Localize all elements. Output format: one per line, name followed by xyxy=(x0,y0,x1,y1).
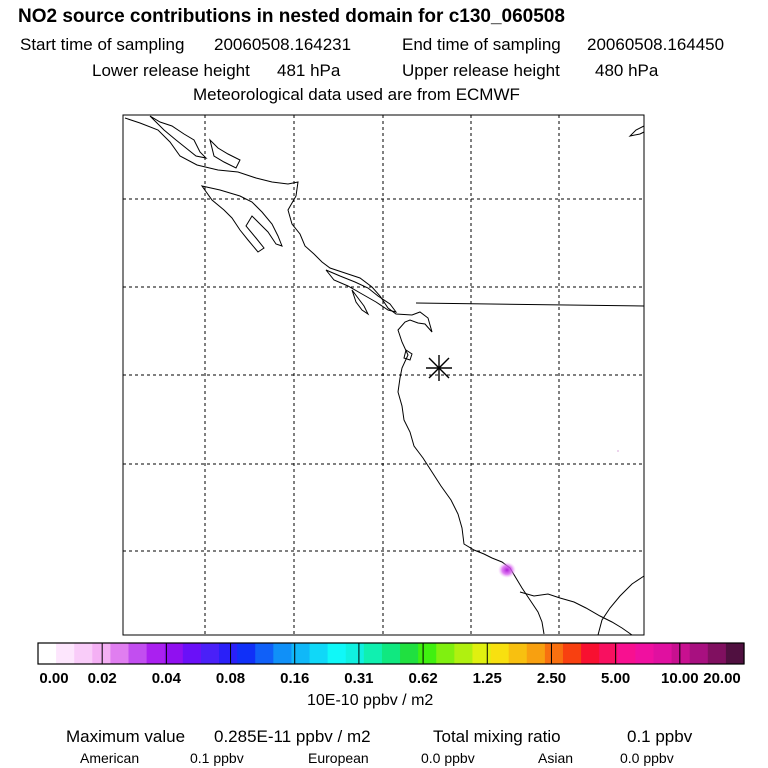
colorbar-cell xyxy=(128,643,148,664)
end-time-value: 20060508.164450 xyxy=(587,35,725,54)
colorbar-cell xyxy=(653,643,673,664)
colorbar-units: 10E-10 ppbv / m2 xyxy=(307,692,434,709)
release-point-asterisk-icon xyxy=(426,355,452,381)
colorbar-tick-label: 1.25 xyxy=(472,670,502,687)
no2-plume-spot xyxy=(498,562,516,578)
colorbar-cell xyxy=(689,643,709,664)
colorbar-cell xyxy=(707,643,727,664)
colorbar-cell xyxy=(309,643,329,664)
american-label: American xyxy=(80,750,140,766)
upper-release-label: Upper release height xyxy=(402,61,560,80)
colorbar-cell xyxy=(400,643,419,664)
colorbar-cell xyxy=(562,643,582,664)
lower-release-value: 481 hPa xyxy=(277,61,341,80)
colorbar-cell xyxy=(508,643,528,664)
start-time-value: 20060508.164231 xyxy=(214,35,352,54)
colorbar-cell xyxy=(182,643,202,664)
lat-lon-grid xyxy=(123,115,644,635)
colorbar-cell xyxy=(363,643,383,664)
max-value-label: Maximum value xyxy=(66,727,186,746)
colorbar-cell xyxy=(255,643,274,664)
colorbar-tick-label: 10.00 xyxy=(661,670,699,687)
colorbar-tick-label: 0.00 xyxy=(39,670,69,687)
european-label: European xyxy=(308,750,369,766)
colorbar-tick-label: 0.16 xyxy=(280,670,310,687)
met-data-note: Meteorological data used are from ECMWF xyxy=(193,85,520,104)
colorbar-cell xyxy=(146,643,166,664)
lower-release-label: Lower release height xyxy=(92,61,250,80)
total-mixing-label: Total mixing ratio xyxy=(433,727,561,746)
colorbar-cell xyxy=(92,643,112,664)
map-title: NO2 source contributions in nested domai… xyxy=(18,6,565,27)
minor-plume-speck xyxy=(617,450,619,452)
start-time-label: Start time of sampling xyxy=(20,35,185,54)
colorbar-cell xyxy=(291,643,311,664)
coastline xyxy=(124,115,645,636)
colorbar-cell xyxy=(219,643,238,664)
colorbar-tick-label: 0.04 xyxy=(151,670,181,687)
colorbar-cell xyxy=(327,643,347,664)
end-time-label: End time of sampling xyxy=(402,35,561,54)
european-value: 0.0 ppbv xyxy=(421,750,475,766)
colorbar-cell xyxy=(617,643,636,664)
colorbar-cell xyxy=(381,643,401,664)
colorbar-cell xyxy=(454,643,474,664)
colorbar-cell xyxy=(671,643,691,664)
colorbar-tick-label: 0.02 xyxy=(87,670,117,687)
colorbar-tick-label: 5.00 xyxy=(601,670,631,687)
colorbar-cell xyxy=(544,643,564,664)
colorbar-cell xyxy=(599,643,618,664)
colorbar-cell xyxy=(581,643,600,664)
colorbar-cell xyxy=(490,643,510,664)
colorbar-cell xyxy=(273,643,293,664)
asian-value: 0.0 ppbv xyxy=(620,750,674,766)
colorbar-cell xyxy=(635,643,655,664)
colorbar-cell xyxy=(200,643,220,664)
colorbar-cell xyxy=(526,643,546,664)
colorbar-cell xyxy=(164,643,184,664)
colorbar-tick-label: 20.00 xyxy=(703,670,741,687)
total-mixing-value: 0.1 ppbv xyxy=(627,727,693,746)
colorbar-cell xyxy=(110,643,130,664)
colorbar-cell xyxy=(436,643,455,664)
colorbar-tick-label: 0.31 xyxy=(344,670,374,687)
american-value: 0.1 ppbv xyxy=(190,750,244,766)
asian-label: Asian xyxy=(538,750,574,766)
colorbar-cell xyxy=(345,643,365,664)
colorbar-cell xyxy=(38,643,57,664)
colorbar-tick-label: 0.62 xyxy=(408,670,438,687)
colorbar-cell xyxy=(472,643,492,664)
colorbar-cell xyxy=(237,643,256,664)
upper-release-value: 480 hPa xyxy=(595,61,659,80)
colorbar-cell xyxy=(418,643,437,664)
colorbar-cell xyxy=(74,643,93,664)
colorbar-tick-label: 2.50 xyxy=(536,670,567,687)
colorbar-tick-label: 0.08 xyxy=(215,670,246,687)
colorbar-cell xyxy=(725,643,745,664)
max-value: 0.285E-11 ppbv / m2 xyxy=(214,727,371,746)
colorbar-cell xyxy=(56,643,75,664)
